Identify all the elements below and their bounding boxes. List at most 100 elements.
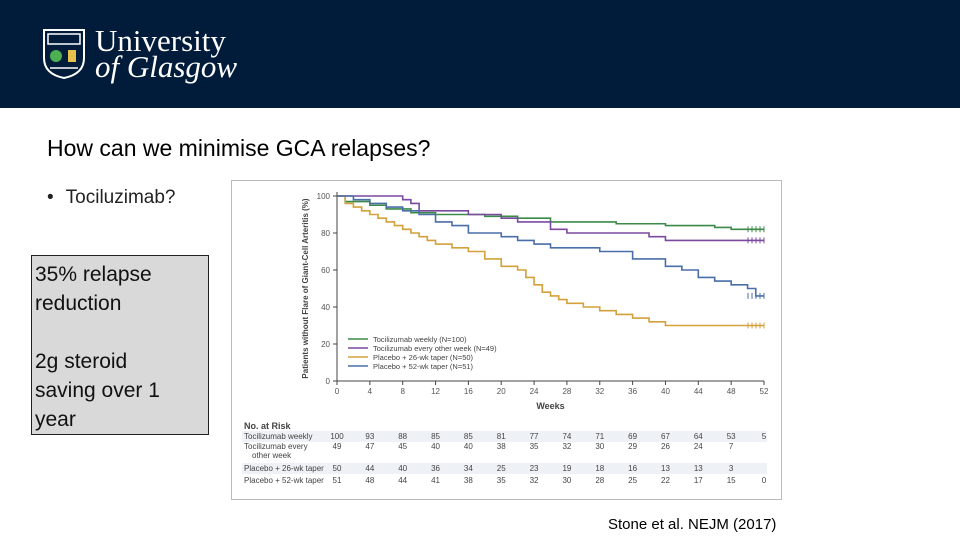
series-line-4 [337,195,764,297]
risk-value: 35 [497,476,506,485]
risk-row-label-4: Placebo + 52-wk taper [244,476,324,485]
y-tick-label: 80 [321,229,330,238]
risk-row-label-2: Tocilizumab every [244,442,308,451]
x-tick-label: 44 [694,387,703,396]
risk-value: 13 [661,464,670,473]
risk-value: 77 [530,432,539,441]
bullet-item: • Tociluzimab? [47,187,175,209]
legend-label-2: Tocilizumab every other week (N=49) [373,344,497,353]
header-bar: University of Glasgow [0,0,960,108]
series-line-3 [337,195,764,327]
risk-value: 48 [365,476,374,485]
risk-value: 49 [333,442,342,451]
risk-value: 16 [628,464,637,473]
risk-value: 30 [595,442,604,451]
x-tick-label: 48 [727,387,736,396]
risk-value: 45 [398,442,407,451]
risk-value: 15 [727,476,736,485]
x-tick-label: 28 [562,387,571,396]
callout-spacer [35,318,208,347]
risk-value: 24 [694,442,703,451]
kaplan-meier-figure: 0 20 40 60 80 100 0 4 8 12 16 20 24 28 32 36 40 44 48 52 Wee… [231,180,782,500]
risk-value: 64 [694,432,703,441]
x-tick-label: 36 [628,387,637,396]
risk-value: 19 [562,464,571,473]
risk-row-label-1: Tocilizumab weekly [244,432,312,441]
risk-row-bg [242,463,767,474]
risk-value: 81 [497,432,506,441]
x-tick-label: 12 [431,387,440,396]
risk-value: 53 [727,432,736,441]
risk-value: 38 [464,476,473,485]
risk-value: 28 [595,476,604,485]
university-wordmark[interactable]: University of Glasgow [95,23,238,84]
risk-value: 93 [365,432,374,441]
risk-value: 32 [530,476,539,485]
risk-table-title: No. at Risk [244,421,292,431]
risk-value: 25 [628,476,637,485]
y-tick-label: 60 [321,266,330,275]
risk-value: 35 [530,442,539,451]
slide-title: How can we minimise GCA relapses? [47,135,431,161]
risk-value: 26 [661,442,670,451]
risk-value: 44 [398,476,407,485]
risk-value: 74 [562,432,571,441]
citation: Stone et al. NEJM (2017) [608,516,777,533]
risk-value: 71 [595,432,604,441]
callout-steroid-text: 2g steroid saving over 1 year [35,350,160,431]
risk-value: 23 [530,464,539,473]
risk-value: 40 [398,464,407,473]
risk-value: 88 [398,432,407,441]
legend-label-1: Tocilizumab weekly (N=100) [373,335,467,344]
risk-value: 3 [729,464,734,473]
risk-value: 18 [595,464,604,473]
bullet-text: Tociluzimab? [65,187,176,208]
x-tick-label: 24 [530,387,539,396]
y-tick-label: 40 [321,303,330,312]
risk-row-label-3: Placebo + 26-wk taper [244,464,324,473]
x-tick-label: 20 [497,387,506,396]
x-tick-label: 32 [595,387,604,396]
risk-value: 47 [365,442,374,451]
bullet-dot-icon: • [47,187,54,208]
university-crest-icon [43,29,85,80]
y-tick-label: 20 [321,340,330,349]
series-line-1 [337,195,764,231]
y-tick-label: 0 [326,377,331,386]
risk-value: 40 [431,442,440,451]
x-tick-label: 16 [464,387,473,396]
risk-value: 40 [464,442,473,451]
wordmark-line1: University [95,23,226,58]
risk-value: 69 [628,432,637,441]
x-tick-label: 4 [368,387,373,396]
risk-value: 41 [431,476,440,485]
risk-value: 34 [464,464,473,473]
legend-label-3: Placebo + 26-wk taper (N=50) [373,353,474,362]
x-axis-title: Weeks [536,401,564,411]
x-tick-label: 8 [400,387,405,396]
risk-row-bg [242,431,767,442]
y-tick-label: 100 [317,192,331,201]
risk-value: 7 [729,442,734,451]
risk-value: 36 [431,464,440,473]
x-tick-label: 40 [661,387,670,396]
callout-relapse-text: 35% relapse reduction [35,263,152,315]
risk-value: 5 [762,432,767,441]
risk-value: 44 [365,464,374,473]
risk-value: 38 [497,442,506,451]
risk-value: 50 [333,464,342,473]
risk-value: 17 [694,476,703,485]
wordmark-line2: of Glasgow [95,49,238,84]
x-tick-label: 52 [760,387,769,396]
callout-box: 35% relapse reduction 2g steroid saving … [31,255,209,435]
risk-value: 13 [694,464,703,473]
risk-value: 85 [431,432,440,441]
legend-label-4: Placebo + 52-wk taper (N=51) [373,362,474,371]
risk-value: 85 [464,432,473,441]
risk-value: 0 [762,476,767,485]
risk-value: 25 [497,464,506,473]
series-line-2 [337,195,764,242]
risk-value: 51 [333,476,342,485]
risk-value: 100 [330,432,344,441]
